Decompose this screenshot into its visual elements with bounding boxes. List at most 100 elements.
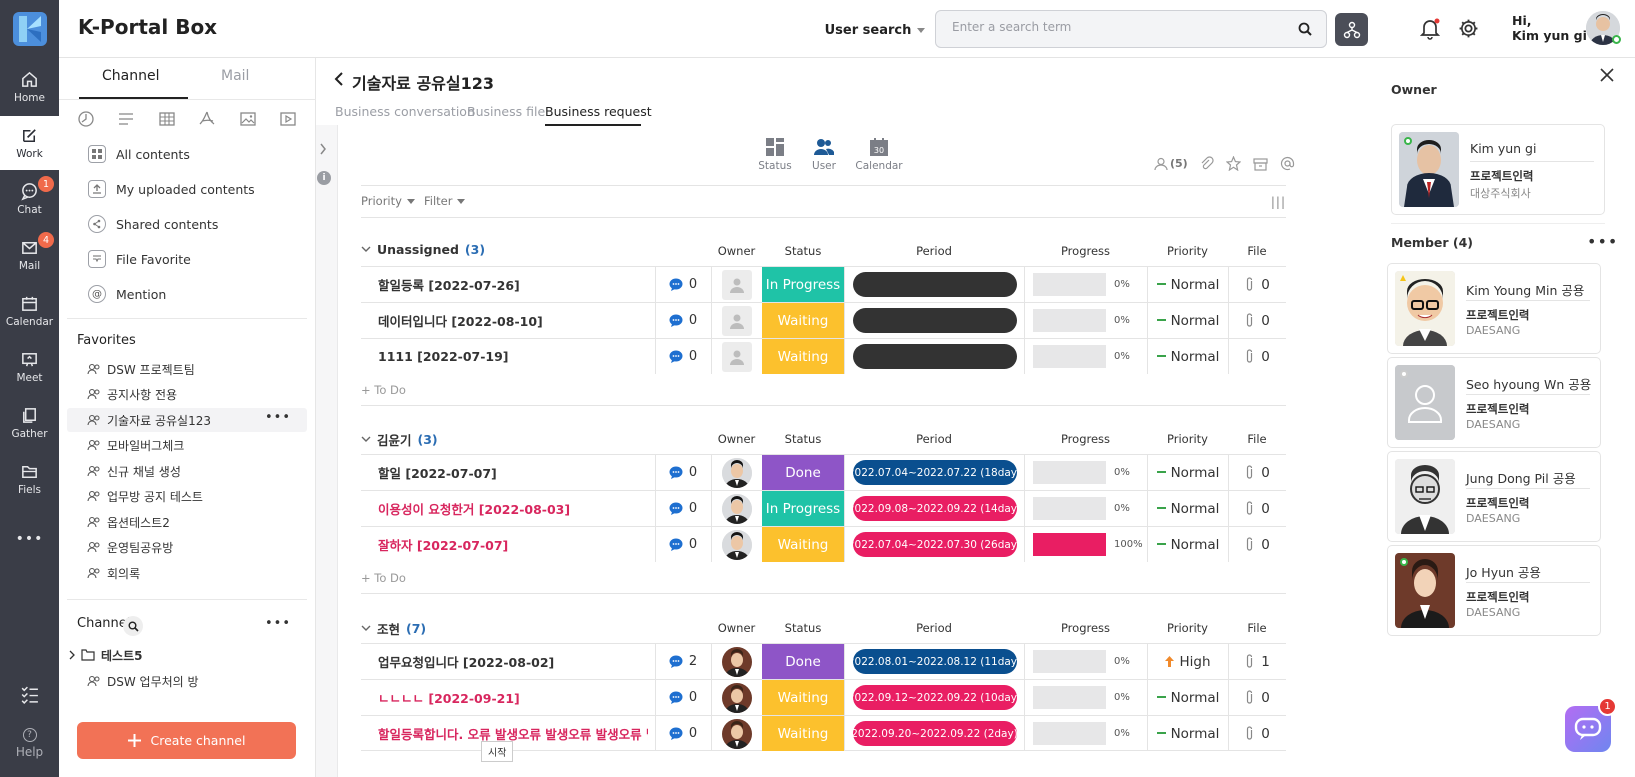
file-cell[interactable]: 0 bbox=[1228, 716, 1286, 751]
favorite-item[interactable]: 운영팀공유방 bbox=[87, 537, 173, 557]
owner-card[interactable]: Kim yun gi 프로젝트인력 대상주식회사 bbox=[1391, 124, 1605, 215]
nav-calendar[interactable]: Calendar bbox=[0, 284, 59, 338]
priority-cell[interactable]: Normal bbox=[1147, 491, 1228, 526]
search-type-select[interactable]: User search bbox=[820, 10, 930, 50]
nav-home[interactable]: Home bbox=[0, 60, 59, 114]
file-cell[interactable]: 0 bbox=[1228, 267, 1286, 302]
progress-cell[interactable]: 0% bbox=[1024, 716, 1147, 751]
archive-icon[interactable] bbox=[1253, 157, 1268, 171]
file-cell[interactable]: 0 bbox=[1228, 339, 1286, 374]
table-row[interactable]: 업무요청입니다 [2022-08-02] 2 Done 2022.08.01~2022… bbox=[361, 643, 1286, 679]
table-row[interactable]: 할일 [2022-07-07] 0 Done 2022.07.04~2022.07.2… bbox=[361, 454, 1286, 490]
menu-all-contents[interactable]: All contents bbox=[88, 142, 190, 166]
tab-mail[interactable]: Mail bbox=[221, 68, 250, 84]
clock-filter-icon[interactable] bbox=[77, 110, 95, 128]
request-title[interactable]: ㄴㄴㄴㄴ [2022-09-21] bbox=[378, 691, 520, 706]
request-title[interactable]: 할일등록합니다. 오류 발생오류 발생오류 발생오류 발... bbox=[378, 727, 648, 742]
status-badge[interactable]: Waiting bbox=[762, 339, 844, 374]
member-count-button[interactable]: (5) bbox=[1154, 157, 1188, 171]
status-badge[interactable]: Waiting bbox=[762, 303, 844, 338]
table-filter-icon[interactable] bbox=[158, 110, 176, 128]
favorite-item[interactable]: 신규 채널 생성 bbox=[87, 461, 181, 481]
owner-cell[interactable] bbox=[711, 267, 762, 302]
tab-business-conversation[interactable]: Business conversation bbox=[335, 104, 475, 119]
tab-business-file[interactable]: Business file bbox=[467, 104, 546, 119]
view-status-button[interactable]: Status bbox=[750, 138, 800, 172]
comment-count[interactable]: 0 bbox=[655, 267, 710, 302]
request-title[interactable]: 할일등록 [2022-07-26] bbox=[378, 278, 520, 293]
period-cell[interactable]: 2022.07.04~2022.07.22 (18day) bbox=[844, 455, 1024, 490]
request-title[interactable]: 데이터입니다 [2022-08-10] bbox=[378, 314, 543, 329]
table-row[interactable]: 할일등록합니다. 오류 발생오류 발생오류 발생오류 발... 0 Waiting 2… bbox=[361, 715, 1286, 751]
priority-filter-dropdown[interactable]: Priority bbox=[361, 194, 415, 208]
nav-meet[interactable]: Meet bbox=[0, 340, 59, 394]
member-card[interactable]: Jo Hyun 공용 프로젝트인력 DAESANG bbox=[1387, 545, 1601, 636]
pdf-filter-icon[interactable] bbox=[198, 110, 216, 128]
request-title[interactable]: 잘하자 [2022-07-07] bbox=[378, 538, 509, 553]
period-cell[interactable]: 2022.07.04~2022.07.30 (26day) bbox=[844, 527, 1024, 562]
request-title[interactable]: 1111 [2022-07-19] bbox=[378, 349, 509, 364]
menu-file-favorite[interactable]: File Favorite bbox=[88, 247, 191, 271]
nav-chat[interactable]: Chat 1 bbox=[0, 172, 59, 226]
priority-cell[interactable]: Normal bbox=[1147, 339, 1228, 374]
status-badge[interactable]: Done bbox=[762, 644, 844, 679]
view-calendar-button[interactable]: 30 Calendar bbox=[854, 138, 904, 172]
expand-panel-button[interactable] bbox=[319, 143, 327, 155]
request-title[interactable]: 이용성이 요청한거 [2022-08-03] bbox=[378, 502, 571, 517]
nav-mail[interactable]: Mail 4 bbox=[0, 228, 59, 282]
status-badge[interactable]: Waiting bbox=[762, 716, 844, 751]
priority-cell[interactable]: High bbox=[1147, 644, 1228, 679]
nav-more[interactable]: ••• bbox=[0, 524, 59, 554]
owner-avatar[interactable] bbox=[722, 646, 752, 677]
progress-cell[interactable]: 0% bbox=[1024, 455, 1147, 490]
owner-cell[interactable] bbox=[711, 339, 762, 374]
menu-shared[interactable]: Shared contents bbox=[88, 212, 218, 236]
comment-count[interactable]: 0 bbox=[655, 716, 710, 751]
channel-item[interactable]: DSW 업무처의 방 bbox=[87, 671, 199, 691]
comment-count[interactable]: 0 bbox=[655, 455, 710, 490]
org-chart-button[interactable] bbox=[1335, 13, 1368, 46]
create-channel-button[interactable]: Create channel bbox=[77, 722, 296, 759]
status-badge[interactable]: Done bbox=[762, 455, 844, 490]
info-icon[interactable]: i bbox=[317, 171, 331, 185]
priority-cell[interactable]: Normal bbox=[1147, 267, 1228, 302]
status-badge[interactable]: In Progress bbox=[762, 491, 844, 526]
owner-cell[interactable] bbox=[711, 303, 762, 338]
progress-cell[interactable]: 0% bbox=[1024, 491, 1147, 526]
file-cell[interactable]: 0 bbox=[1228, 527, 1286, 562]
favorite-item[interactable]: 공지사항 전용 bbox=[87, 384, 177, 404]
status-badge[interactable]: Waiting bbox=[762, 680, 844, 715]
progress-cell[interactable]: 100% bbox=[1024, 527, 1147, 562]
priority-cell[interactable]: Normal bbox=[1147, 716, 1228, 751]
comment-count[interactable]: 0 bbox=[655, 303, 710, 338]
period-cell[interactable]: 2022.08.01~2022.08.12 (11day) bbox=[844, 644, 1024, 679]
column-settings-icon[interactable]: ||| bbox=[1270, 195, 1286, 209]
owner-cell[interactable] bbox=[711, 644, 762, 679]
period-cell[interactable]: 2022.09.20~2022.09.22 (2day) bbox=[844, 716, 1024, 751]
favorite-item[interactable]: 모바일버그체크 bbox=[87, 435, 184, 455]
request-title[interactable]: 할일 [2022-07-07] bbox=[378, 466, 497, 481]
comment-count[interactable]: 0 bbox=[655, 491, 710, 526]
owner-avatar[interactable] bbox=[722, 457, 752, 488]
progress-cell[interactable]: 0% bbox=[1024, 680, 1147, 715]
table-row[interactable]: 1111 [2022-07-19] 0 Waiting 0% Normal 0 bbox=[361, 338, 1286, 374]
progress-cell[interactable]: 0% bbox=[1024, 267, 1147, 302]
channel-more-button[interactable]: ••• bbox=[265, 616, 292, 631]
table-row[interactable]: ㄴㄴㄴㄴ [2022-09-21] 0 Waiting 2022.09.12~2022… bbox=[361, 679, 1286, 715]
file-cell[interactable]: 0 bbox=[1228, 680, 1286, 715]
status-badge[interactable]: Waiting bbox=[762, 527, 844, 562]
comment-count[interactable]: 2 bbox=[655, 644, 710, 679]
back-arrow-icon[interactable] bbox=[334, 72, 344, 86]
progress-cell[interactable]: 0% bbox=[1024, 303, 1147, 338]
favorite-more-button[interactable]: ••• bbox=[265, 410, 292, 425]
member-card[interactable]: Jung Dong Pil 공용 프로젝트인력 DAESANG bbox=[1387, 451, 1601, 542]
owner-avatar[interactable] bbox=[722, 718, 752, 749]
nav-work[interactable]: Work bbox=[0, 116, 59, 170]
owner-cell[interactable] bbox=[711, 491, 762, 526]
owner-avatar[interactable] bbox=[722, 529, 752, 560]
list-filter-icon[interactable] bbox=[117, 110, 135, 128]
period-cell[interactable] bbox=[844, 339, 1024, 374]
owner-avatar[interactable] bbox=[722, 493, 752, 524]
member-more-button[interactable]: ••• bbox=[1587, 232, 1619, 251]
channel-folder[interactable]: 테스트5 bbox=[69, 645, 142, 665]
